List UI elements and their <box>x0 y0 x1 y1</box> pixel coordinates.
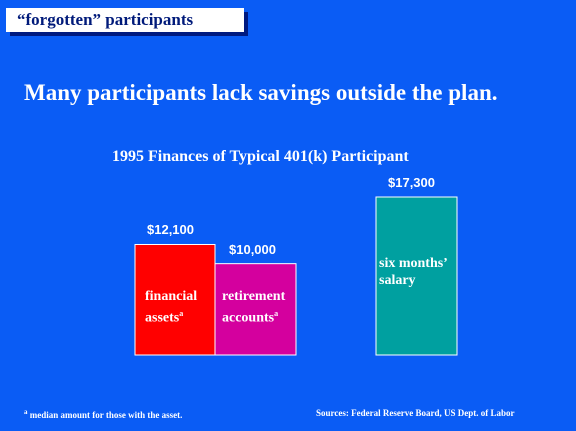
bar-label-line2: assetsa <box>145 309 184 326</box>
chart-title: 1995 Finances of Typical 401(k) Particip… <box>112 148 409 165</box>
value-label-3: $17,300 <box>388 175 435 190</box>
headline: Many participants lack savings outside t… <box>24 80 498 105</box>
footnote: a median amount for those with the asset… <box>24 408 182 420</box>
bar-label-note: a <box>179 309 184 318</box>
bar-3 <box>375 196 458 356</box>
bar-label-2: retirement accountsa <box>222 288 285 327</box>
value-label-2: $10,000 <box>229 241 276 257</box>
footnote-mark: a <box>24 408 28 416</box>
value-label-1: $12,100 <box>147 222 194 238</box>
title-tag: “forgotten” participants <box>6 8 244 32</box>
bar-2 <box>214 263 297 356</box>
bar-label-line1: financial <box>145 289 198 304</box>
sources-note: Sources: Federal Reserve Board, US Dept.… <box>316 408 515 418</box>
bar-1 <box>134 243 216 356</box>
bar-label-note: a <box>274 309 279 318</box>
bar-label-line1: six months’ <box>379 256 448 271</box>
bar-label-1: financial assetsa <box>145 288 197 327</box>
bar-label-line2: salary <box>379 273 416 288</box>
title-tag-text: “forgotten” participants <box>17 10 194 29</box>
bar-label-line1: retirement <box>222 289 286 304</box>
footnote-text: median amount for those with the asset. <box>29 410 183 420</box>
bar-label-3: six months’ salary <box>379 255 448 289</box>
bar-label-line2: accountsa <box>222 309 279 326</box>
